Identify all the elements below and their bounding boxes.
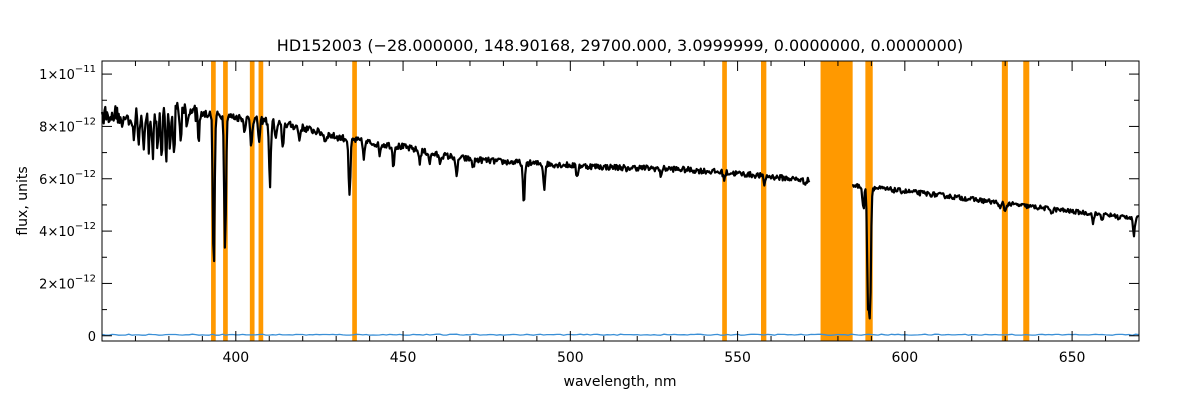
plot-frame [101,60,1140,342]
y-tick-label: 4×10−12 [39,221,96,240]
masked-band [352,61,357,341]
masked-band [820,61,853,341]
chart-title: HD152003 (−28.000000, 148.90168, 29700.0… [277,36,963,55]
masked-bands [211,61,1030,341]
spectrum-flux-line [100,101,1140,320]
masked-band [865,61,873,341]
y-tick-label: 6×10−12 [39,169,96,188]
x-tick-label: 400 [222,350,249,366]
x-tick-label: 650 [1059,350,1086,366]
series-layer [100,101,1140,336]
y-tick-label: 2×10−12 [39,273,96,292]
masked-band [722,61,727,341]
y-axis-label: flux, units [15,166,31,235]
y-axis-ticks: 0 2×10−12 4×10−12 6×10−12 8×10−12 1×10−11 [39,64,1139,345]
x-tick-label: 550 [724,350,751,366]
y-tick-label: 1×10−11 [39,64,96,83]
spectrum-error-line [101,333,1140,336]
masked-band [760,61,767,341]
masked-band [258,61,264,341]
x-axis-label: wavelength, nm [564,374,677,390]
masked-band [249,61,255,341]
masked-band [1001,61,1008,341]
x-tick-label: 450 [390,350,417,366]
masked-band [1023,61,1030,341]
x-tick-label: 600 [891,350,918,366]
x-tick-label: 500 [557,350,584,366]
y-tick-label: 8×10−12 [39,116,96,135]
x-axis-ticks: 400 450 500 550 600 650 [134,61,1107,366]
y-tick-label: 0 [88,330,96,345]
